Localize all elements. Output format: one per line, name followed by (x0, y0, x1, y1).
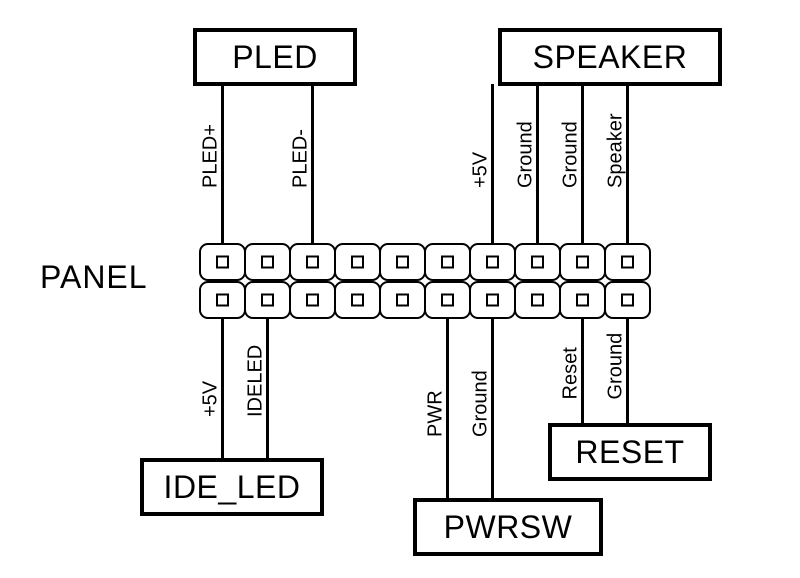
box-pled-label: PLED (232, 39, 318, 75)
wire-top-label-7: Ground (515, 121, 537, 188)
box-pwrsw-label: PWRSW (444, 509, 573, 545)
wire-bot-label-1: IDELED (245, 345, 267, 417)
wire-top-label-6: +5V (470, 151, 492, 188)
wire-bot-label-9: Ground (605, 333, 627, 400)
wire-top-label-0: PLED+ (200, 124, 222, 188)
wire-top-label-8: Ground (560, 121, 582, 188)
wire-bot-label-6: Ground (470, 370, 492, 437)
wire-bot-label-5: PWR (425, 390, 447, 437)
wire-top-label-2: PLED- (290, 129, 312, 188)
wire-bot-label-0: +5V (200, 380, 222, 417)
box-speaker-label: SPEAKER (533, 39, 688, 75)
box-reset-label: RESET (575, 434, 684, 470)
wire-bot-label-8: Reset (560, 347, 582, 400)
box-ide_led-label: IDE_LED (164, 469, 301, 505)
wire-top-label-9: Speaker (605, 113, 627, 188)
panel-label: PANEL (40, 259, 148, 295)
